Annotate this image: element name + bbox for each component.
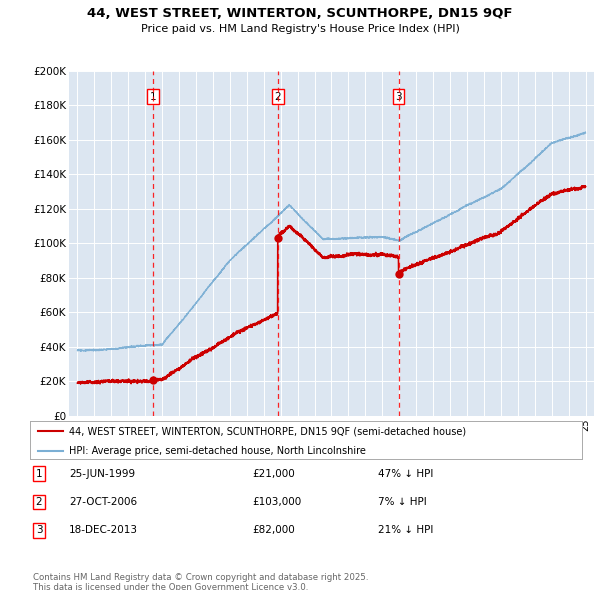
Text: £21,000: £21,000 [252, 469, 295, 478]
Text: £82,000: £82,000 [252, 526, 295, 535]
Text: 47% ↓ HPI: 47% ↓ HPI [378, 469, 433, 478]
Text: 21% ↓ HPI: 21% ↓ HPI [378, 526, 433, 535]
Text: Contains HM Land Registry data © Crown copyright and database right 2025.: Contains HM Land Registry data © Crown c… [33, 573, 368, 582]
Text: 3: 3 [395, 91, 402, 101]
Text: 2: 2 [35, 497, 43, 507]
Text: £103,000: £103,000 [252, 497, 301, 507]
Text: 44, WEST STREET, WINTERTON, SCUNTHORPE, DN15 9QF: 44, WEST STREET, WINTERTON, SCUNTHORPE, … [87, 7, 513, 20]
Text: 25-JUN-1999: 25-JUN-1999 [69, 469, 135, 478]
Text: 27-OCT-2006: 27-OCT-2006 [69, 497, 137, 507]
Text: HPI: Average price, semi-detached house, North Lincolnshire: HPI: Average price, semi-detached house,… [68, 445, 365, 455]
Text: 44, WEST STREET, WINTERTON, SCUNTHORPE, DN15 9QF (semi-detached house): 44, WEST STREET, WINTERTON, SCUNTHORPE, … [68, 427, 466, 437]
Text: 1: 1 [150, 91, 157, 101]
Text: 7% ↓ HPI: 7% ↓ HPI [378, 497, 427, 507]
Text: Price paid vs. HM Land Registry's House Price Index (HPI): Price paid vs. HM Land Registry's House … [140, 24, 460, 34]
Text: 1: 1 [35, 469, 43, 478]
Text: This data is licensed under the Open Government Licence v3.0.: This data is licensed under the Open Gov… [33, 583, 308, 590]
Text: 18-DEC-2013: 18-DEC-2013 [69, 526, 138, 535]
Text: 2: 2 [274, 91, 281, 101]
Text: 3: 3 [35, 526, 43, 535]
